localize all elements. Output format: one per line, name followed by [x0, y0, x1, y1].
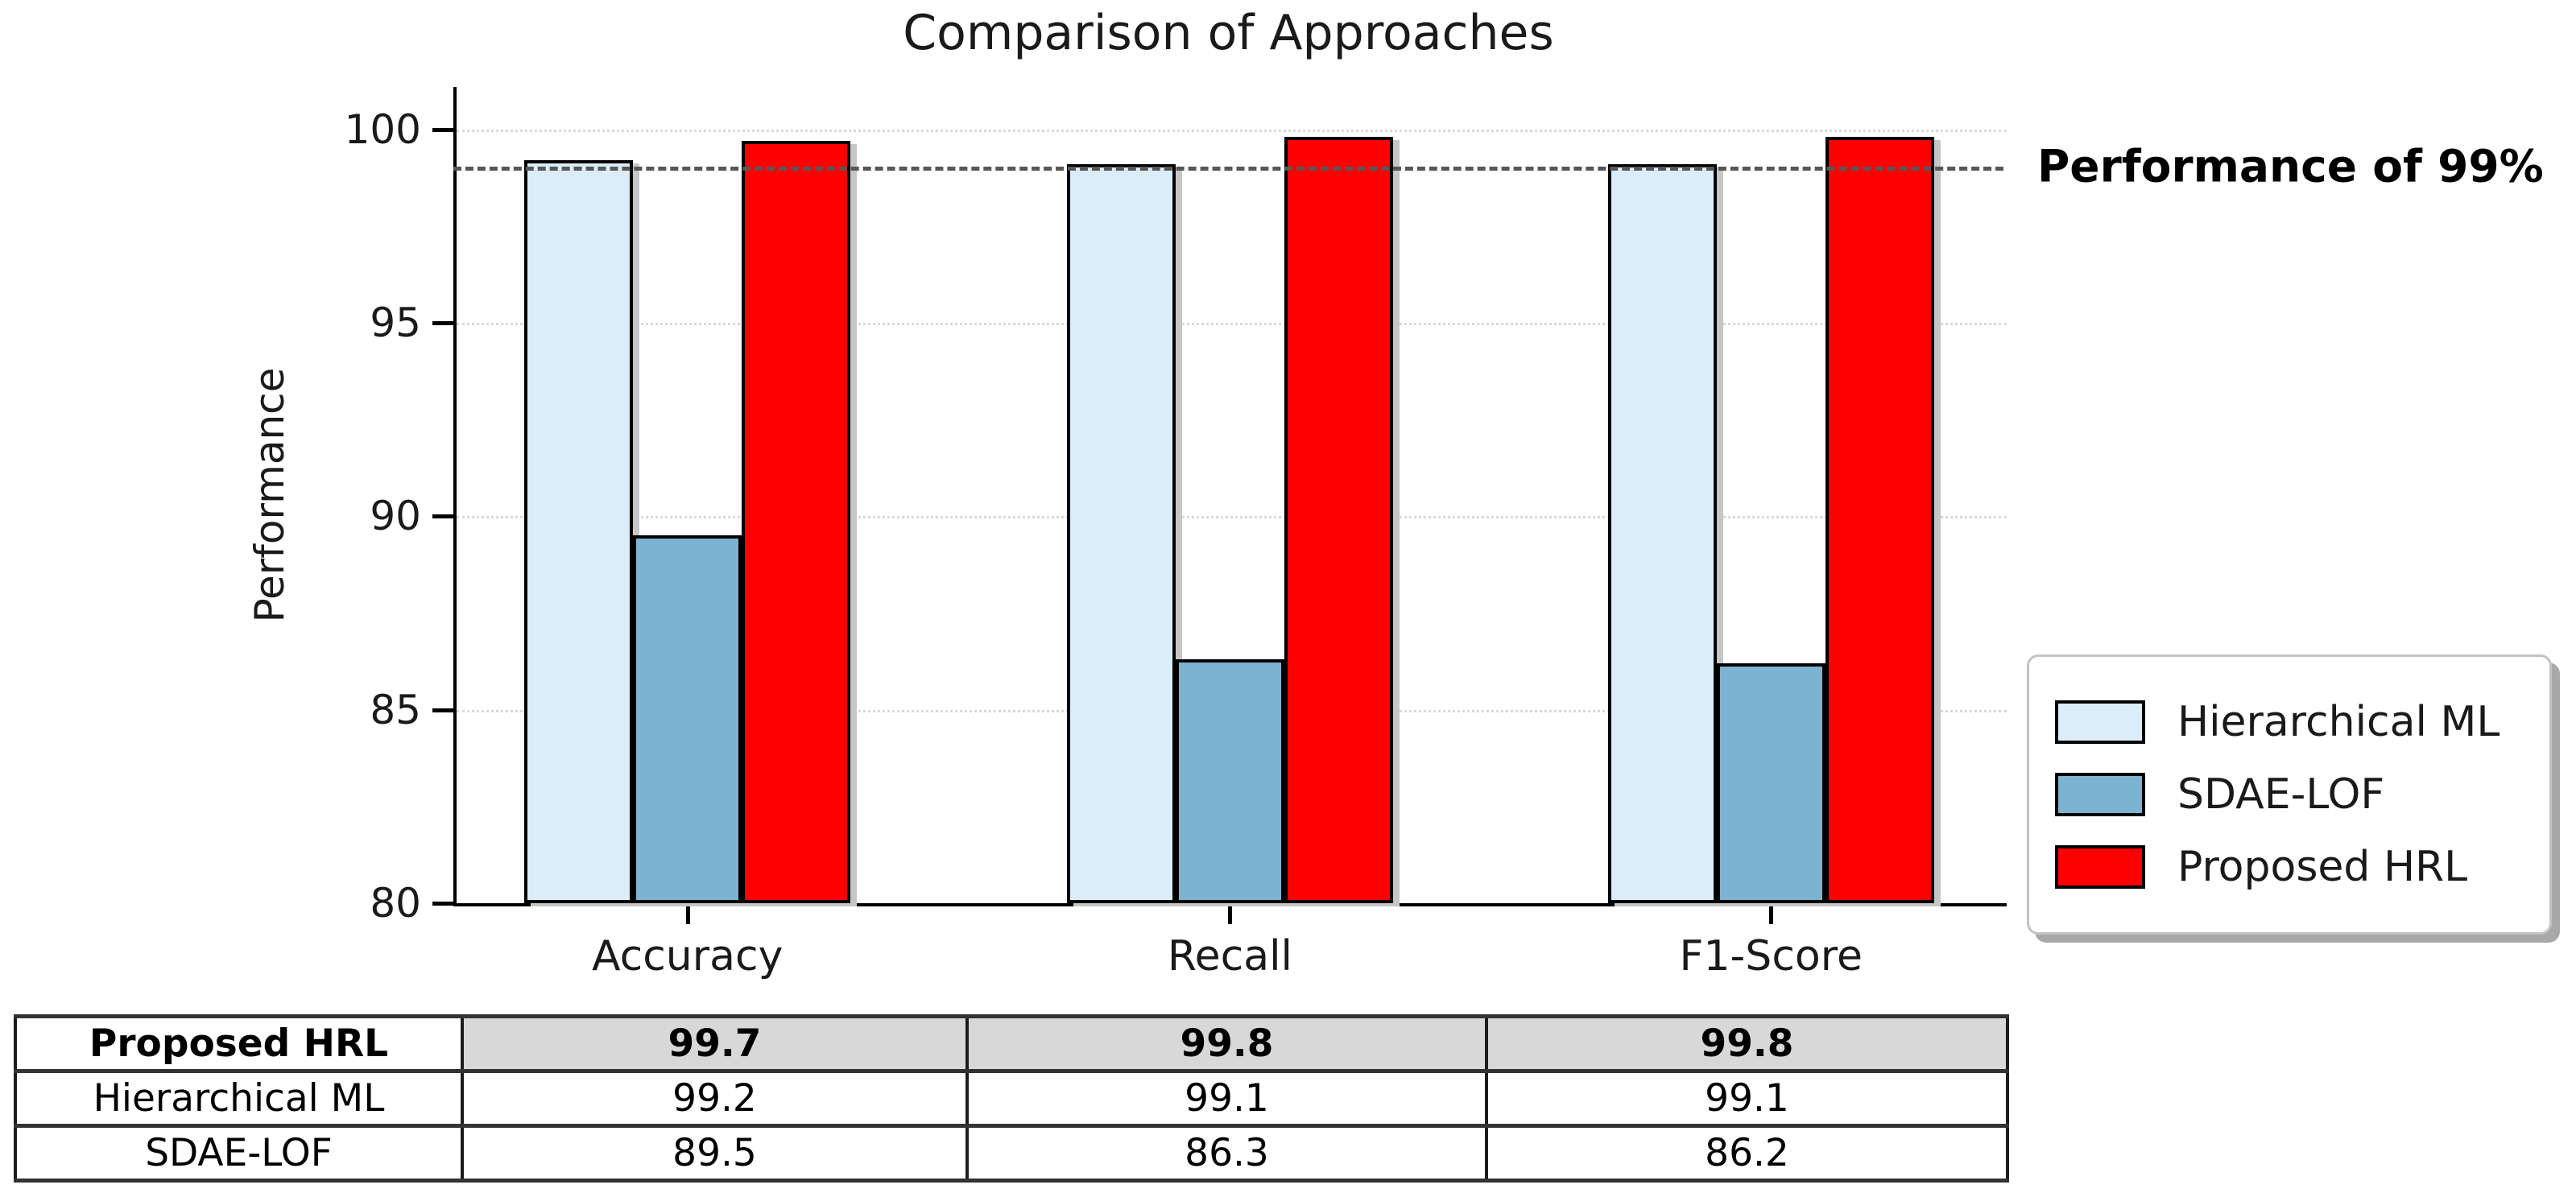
y-tick-label: 90: [370, 493, 421, 540]
legend: Hierarchical ML SDAE-LOF Proposed HRL: [2027, 654, 2552, 935]
bar-hierarchical-ml-recall: [1066, 164, 1176, 903]
y-tick-mark: [432, 127, 453, 132]
x-tick-label: Accuracy: [591, 932, 784, 980]
x-tick-label: Recall: [1167, 932, 1292, 980]
x-tick-mark: [1769, 906, 1774, 924]
legend-label: SDAE-LOF: [2177, 770, 2385, 819]
gridline: [457, 323, 2007, 326]
bar-sdae-lof-recall: [1175, 659, 1284, 903]
legend-row: Proposed HRL: [2055, 843, 2549, 891]
chart-title: Comparison of Approaches: [903, 5, 1554, 61]
legend-row: SDAE-LOF: [2055, 770, 2549, 819]
legend-patch-proposed-hrl: [2055, 845, 2145, 889]
bar-proposed-hrl-accuracy: [742, 141, 851, 903]
y-tick-label: 80: [370, 880, 421, 927]
y-tick-label: 100: [344, 105, 421, 153]
score-cell: 89.5: [461, 1124, 969, 1183]
table-row: Hierarchical ML 99.2 99.1 99.1: [14, 1069, 2009, 1128]
x-tick-mark: [685, 906, 690, 924]
table-row: SDAE-LOF 89.5 86.3 86.2: [14, 1124, 2009, 1183]
x-tick-label: F1-Score: [1679, 932, 1863, 980]
y-tick-label: 85: [370, 686, 421, 733]
score-cell: 99.1: [965, 1069, 1488, 1128]
legend-row: Hierarchical ML: [2055, 698, 2549, 746]
legend-patch-sdae-lof: [2055, 773, 2145, 816]
score-cell: 99.1: [1485, 1069, 2009, 1128]
legend-patch-hierarchical-ml: [2055, 700, 2145, 744]
scores-table: Proposed HRL 99.7 99.8 99.8 Hierarchical ML 9…: [14, 1014, 2009, 1183]
bar-sdae-lof-f1-score: [1716, 663, 1826, 903]
row-label: Proposed HRL: [14, 1014, 464, 1073]
y-tick-mark: [432, 321, 453, 326]
table-row: Proposed HRL 99.7 99.8 99.8: [14, 1014, 2009, 1073]
score-cell: 86.2: [1485, 1124, 2009, 1183]
score-cell: 99.8: [965, 1014, 1488, 1073]
bar-proposed-hrl-recall: [1284, 137, 1393, 903]
score-cell: 99.8: [1485, 1014, 2009, 1073]
legend-label: Proposed HRL: [2177, 843, 2468, 891]
y-tick-mark: [432, 902, 453, 906]
gridline: [457, 129, 2007, 132]
bar-proposed-hrl-f1-score: [1825, 137, 1934, 903]
score-cell: 86.3: [965, 1124, 1488, 1183]
score-cell: 99.2: [461, 1069, 969, 1128]
y-tick-label: 95: [370, 299, 421, 347]
bar-hierarchical-ml-accuracy: [524, 160, 634, 903]
legend-label: Hierarchical ML: [2177, 698, 2500, 746]
row-label: Hierarchical ML: [14, 1069, 464, 1128]
y-tick-mark: [432, 514, 453, 519]
threshold-line: [453, 166, 2003, 171]
score-cell: 99.7: [461, 1014, 969, 1073]
y-tick-mark: [432, 708, 453, 712]
row-label: SDAE-LOF: [14, 1124, 464, 1183]
threshold-label: Performance of 99%: [2037, 140, 2544, 192]
bar-hierarchical-ml-f1-score: [1607, 164, 1717, 903]
bar-sdae-lof-accuracy: [633, 535, 742, 903]
x-tick-mark: [1228, 906, 1233, 924]
gridline: [457, 516, 2007, 519]
